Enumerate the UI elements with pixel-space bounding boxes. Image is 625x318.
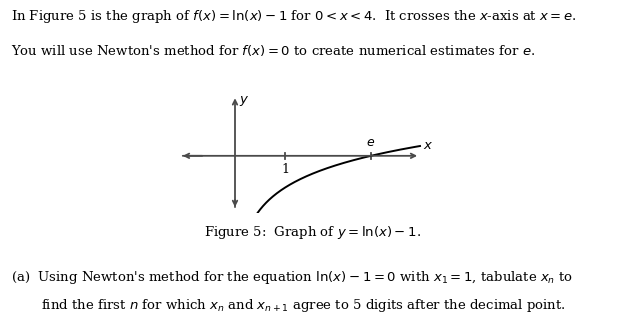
Text: $x$: $x$ — [422, 139, 432, 152]
Text: (a)  Using Newton's method for the equation $\ln(x) - 1 = 0$ with $x_1 = 1$, tab: (a) Using Newton's method for the equati… — [11, 269, 573, 286]
Text: Figure 5:  Graph of $y = \ln(x) - 1$.: Figure 5: Graph of $y = \ln(x) - 1$. — [204, 224, 421, 241]
Text: $e$: $e$ — [366, 136, 376, 149]
Text: 1: 1 — [281, 163, 289, 176]
Text: You will use Newton's method for $f(x) = 0$ to create numerical estimates for $e: You will use Newton's method for $f(x) =… — [11, 43, 536, 58]
Text: $y$: $y$ — [239, 94, 249, 108]
Text: find the first $n$ for which $x_n$ and $x_{n+1}$ agree to 5 digits after the dec: find the first $n$ for which $x_n$ and $… — [41, 297, 566, 314]
Text: In Figure 5 is the graph of $f(x) = \ln(x) - 1$ for $0 < x < 4$.  It crosses the: In Figure 5 is the graph of $f(x) = \ln(… — [11, 8, 577, 25]
